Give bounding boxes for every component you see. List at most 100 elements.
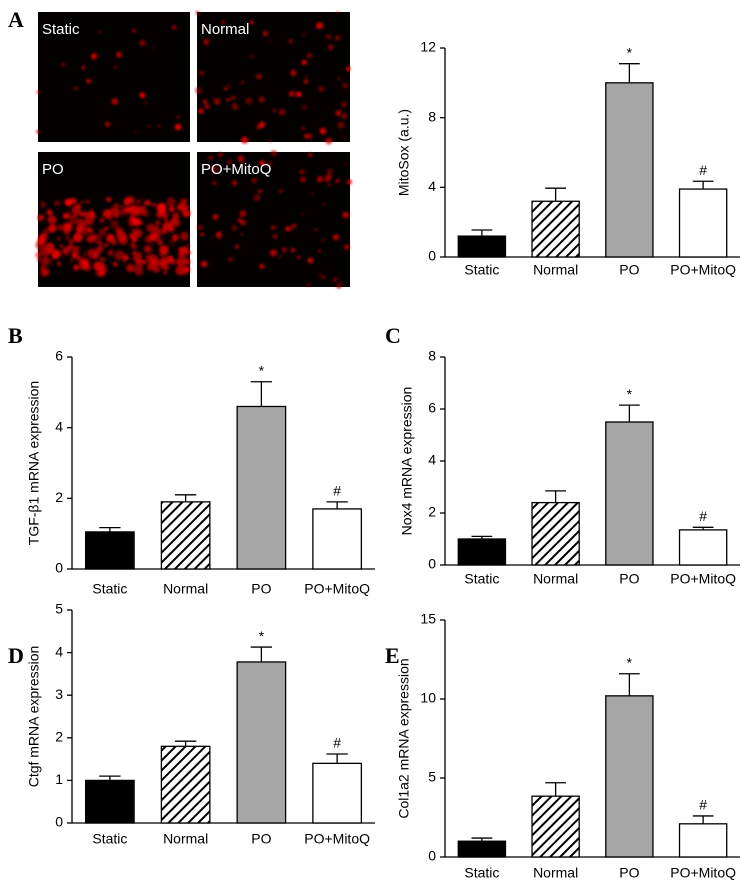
fluorescence-dot: [212, 181, 217, 186]
y-tick-label: 15: [420, 611, 436, 627]
y-tick-label: 0: [428, 248, 436, 264]
fluorescence-dot: [171, 243, 174, 246]
fluorescence-dot: [288, 38, 294, 44]
fluorescence-dot: [269, 140, 272, 143]
fluorescence-dot: [318, 249, 321, 253]
fluorescence-dot: [70, 258, 74, 262]
fluorescence-dot: [325, 137, 333, 145]
fluorescence-dot: [176, 115, 180, 119]
fluorescence-dot: [278, 255, 282, 258]
fluorescence-dot: [145, 201, 149, 205]
fluorescence-dot: [83, 225, 90, 232]
fluorescence-dot: [327, 183, 331, 187]
fluorescence-dot: [122, 260, 126, 263]
fluorescence-dot: [213, 98, 221, 105]
fluorescence-dot: [124, 254, 128, 259]
x-tick-label: PO: [251, 831, 271, 847]
fluorescence-dot: [35, 252, 42, 258]
fluorescence-dot: [132, 228, 142, 238]
panel-letter: B: [8, 323, 23, 348]
fluorescence-dot: [241, 80, 245, 84]
fluorescence-dot: [144, 101, 147, 104]
fluorescence-dot: [77, 246, 81, 250]
y-tick-label: 0: [428, 848, 436, 864]
fluorescence-dot: [68, 215, 79, 225]
fluorescence-dot: [306, 52, 313, 59]
fluorescence-dot: [120, 208, 128, 216]
fluorescence-dot: [336, 283, 342, 289]
y-tick-label: 10: [420, 690, 436, 706]
panel-letter: C: [385, 323, 401, 348]
fluorescence-dot: [321, 238, 325, 242]
fluorescence-dot: [215, 231, 222, 238]
fluorescence-dot: [200, 232, 204, 237]
fluorescence-dot: [42, 235, 47, 240]
fluorescence-dot: [344, 212, 348, 217]
image-label: PO+MitoQ: [201, 161, 271, 178]
fluorescence-dot: [228, 256, 234, 262]
fluorescence-dot: [306, 133, 313, 140]
fluorescence-dot: [83, 231, 88, 236]
fluorescence-dot: [54, 200, 60, 207]
fluorescence-dot: [99, 217, 105, 224]
fluorescence-dot: [342, 82, 348, 89]
x-tick-label: Static: [92, 581, 127, 597]
fluorescence-dot: [114, 250, 125, 261]
fluorescence-dot: [130, 242, 136, 248]
fluorescence-dot: [86, 235, 94, 243]
bar: [678, 823, 728, 858]
fluorescence-dot: [334, 35, 341, 41]
fluorescence-dot: [93, 256, 97, 261]
fluorescence-dot: [301, 127, 305, 131]
fluorescence-dot: [131, 217, 141, 227]
fluorescence-dot: [144, 235, 153, 244]
fluorescence-dot: [272, 234, 278, 239]
fluorescence-dot: [170, 217, 181, 228]
fluorescence-dot: [58, 264, 61, 268]
fluorescence-dot: [47, 215, 57, 225]
y-tick-label: 3: [55, 686, 63, 702]
fluorescence-dot: [259, 121, 265, 128]
fluorescence: [35, 195, 192, 277]
bar: [312, 508, 363, 570]
fluorescence-dot: [71, 245, 80, 254]
fluorescence-dot: [67, 244, 73, 250]
y-tick-label: 12: [420, 39, 436, 55]
fluorescence-dot: [51, 252, 59, 260]
fluorescence-dot: [239, 210, 247, 217]
fluorescence-dot: [139, 221, 143, 225]
fluorescence-dot: [56, 237, 61, 241]
fluorescence-dot: [234, 244, 239, 249]
fluorescence-dot: [129, 232, 132, 235]
fluorescence-dot: [326, 168, 333, 175]
fluorescence-dot: [153, 225, 159, 232]
fluorescence-dot: [127, 205, 138, 216]
fluorescence-dot: [171, 212, 180, 220]
bar: [678, 188, 728, 258]
fluorescence-dot: [337, 121, 345, 129]
x-tick-label: Normal: [533, 262, 578, 278]
fluorescence-dot: [210, 165, 218, 173]
fluorescence-dot: [84, 216, 94, 226]
fluorescence-dot: [240, 162, 244, 165]
fluorescence-dot: [113, 255, 116, 258]
fluorescence-dot: [149, 263, 158, 272]
x-tick-label: PO+MitoQ: [670, 571, 736, 587]
fluorescence-dot: [203, 99, 208, 104]
fluorescence-dot: [318, 272, 323, 277]
fluorescence-dot: [150, 243, 153, 246]
fluorescence-dot: [221, 20, 225, 24]
fluorescence-dot: [83, 254, 86, 257]
x-tick-label: PO+MitoQ: [304, 831, 370, 847]
y-axis-title: Nox4 mRNA expression: [399, 387, 415, 536]
fluorescence-dot: [227, 159, 232, 165]
fluorescence-dot: [78, 227, 82, 231]
fluorescence-dot: [154, 219, 161, 226]
fluorescence-dot: [164, 265, 169, 271]
x-tick-label: PO+MitoQ: [304, 581, 370, 597]
fluorescence-dot: [40, 264, 45, 270]
fluorescence-dot: [249, 55, 253, 59]
fluorescence-dot: [43, 227, 50, 235]
fluorescence-dot: [182, 265, 191, 274]
fluorescence-dot: [87, 248, 98, 259]
